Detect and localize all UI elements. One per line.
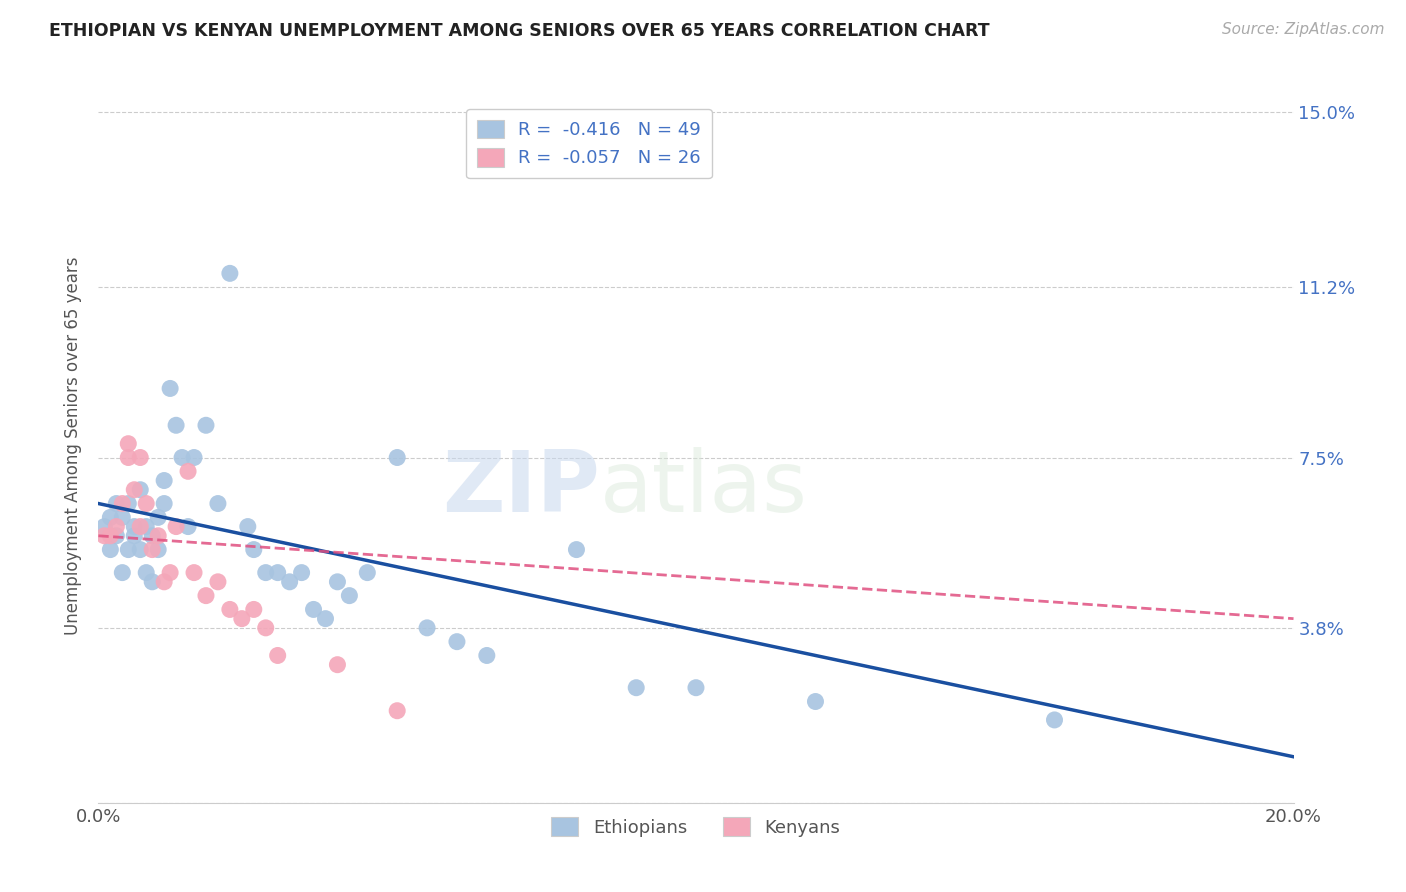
Point	[111, 510, 134, 524]
Point	[1043, 713, 1066, 727]
Point	[129, 483, 152, 497]
Text: atlas: atlas	[600, 447, 808, 531]
Point	[98, 510, 122, 524]
Point	[195, 418, 218, 433]
Point	[111, 566, 134, 580]
Point	[117, 450, 139, 465]
Point	[105, 519, 128, 533]
Point	[385, 450, 409, 465]
Point	[148, 510, 170, 524]
Point	[129, 542, 152, 557]
Point	[183, 566, 205, 580]
Point	[475, 648, 498, 663]
Text: Source: ZipAtlas.com: Source: ZipAtlas.com	[1222, 22, 1385, 37]
Point	[165, 418, 187, 433]
Point	[446, 634, 468, 648]
Point	[236, 519, 259, 533]
Point	[626, 681, 648, 695]
Point	[124, 529, 146, 543]
Point	[165, 519, 187, 533]
Point	[141, 529, 163, 543]
Point	[326, 574, 349, 589]
Point	[339, 589, 361, 603]
Point	[124, 483, 146, 497]
Point	[685, 681, 707, 695]
Point	[153, 574, 176, 589]
Point	[135, 566, 157, 580]
Point	[315, 612, 337, 626]
Point	[93, 529, 115, 543]
Point	[267, 648, 290, 663]
Point	[111, 497, 134, 511]
Point	[117, 542, 139, 557]
Point	[291, 566, 314, 580]
Point	[98, 542, 122, 557]
Point	[105, 497, 128, 511]
Point	[117, 497, 139, 511]
Legend: Ethiopians, Kenyans: Ethiopians, Kenyans	[544, 810, 848, 844]
Point	[254, 566, 277, 580]
Point	[219, 602, 242, 616]
Point	[804, 694, 827, 708]
Point	[129, 519, 152, 533]
Point	[356, 566, 378, 580]
Point	[148, 529, 170, 543]
Point	[159, 381, 181, 395]
Text: ETHIOPIAN VS KENYAN UNEMPLOYMENT AMONG SENIORS OVER 65 YEARS CORRELATION CHART: ETHIOPIAN VS KENYAN UNEMPLOYMENT AMONG S…	[49, 22, 990, 40]
Point	[124, 519, 146, 533]
Point	[141, 542, 163, 557]
Point	[98, 529, 122, 543]
Point	[153, 497, 176, 511]
Point	[302, 602, 325, 616]
Point	[117, 436, 139, 450]
Point	[278, 574, 301, 589]
Point	[93, 519, 115, 533]
Point	[159, 566, 181, 580]
Point	[141, 574, 163, 589]
Text: ZIP: ZIP	[443, 447, 600, 531]
Point	[385, 704, 409, 718]
Point	[243, 542, 266, 557]
Point	[105, 529, 128, 543]
Point	[219, 266, 242, 280]
Point	[267, 566, 290, 580]
Point	[177, 464, 200, 478]
Point	[254, 621, 277, 635]
Point	[135, 497, 157, 511]
Point	[172, 450, 194, 465]
Point	[565, 542, 588, 557]
Point	[153, 474, 176, 488]
Point	[177, 519, 200, 533]
Y-axis label: Unemployment Among Seniors over 65 years: Unemployment Among Seniors over 65 years	[65, 257, 83, 635]
Point	[231, 612, 253, 626]
Point	[148, 542, 170, 557]
Point	[195, 589, 218, 603]
Point	[207, 574, 229, 589]
Point	[183, 450, 205, 465]
Point	[135, 519, 157, 533]
Point	[129, 450, 152, 465]
Point	[416, 621, 439, 635]
Point	[326, 657, 349, 672]
Point	[207, 497, 229, 511]
Point	[243, 602, 266, 616]
